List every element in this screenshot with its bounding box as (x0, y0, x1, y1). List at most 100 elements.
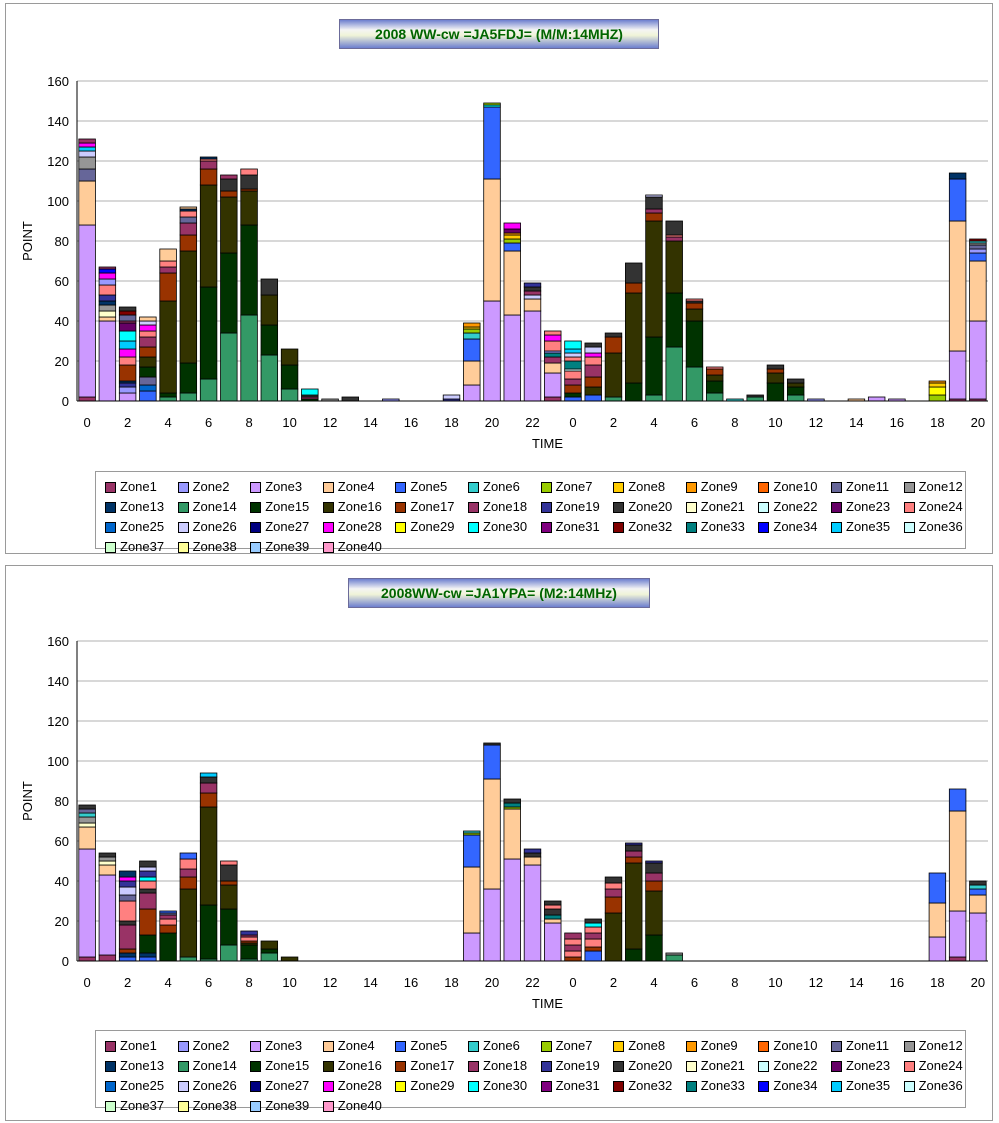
bar-segment-zone14 (645, 394, 663, 402)
bar-segment-zone26 (139, 320, 157, 326)
bar-segment-zone4 (463, 360, 481, 386)
x-tick-label: 16 (890, 415, 904, 430)
legend-swatch (105, 502, 116, 513)
bar-segment-zone17 (685, 302, 704, 310)
bar-segment-zone12 (665, 952, 683, 956)
bar-segment-zone16 (179, 250, 198, 364)
bar-segment-zone14 (220, 944, 238, 962)
x-tick-label: 12 (323, 975, 337, 990)
bar-segment-zone11 (118, 894, 137, 902)
legend-label: Zone25 (120, 1078, 165, 1093)
bar-segment-zone1 (98, 266, 117, 270)
x-tick-label: 10 (768, 415, 782, 430)
bar-segment-zone16 (584, 386, 602, 396)
legend-swatch (758, 1081, 770, 1092)
bar-segment-zone13 (199, 156, 218, 160)
legend-label: Zone27 (265, 1078, 310, 1093)
bar-segment-zone1 (199, 782, 218, 794)
y-tick-label: 40 (55, 874, 69, 889)
legend-label: Zone3 (265, 1038, 303, 1053)
legend-label: Zone20 (628, 1058, 673, 1073)
bar-segment-zone17 (220, 190, 238, 198)
x-tick-label: 6 (205, 415, 212, 430)
bar-segment-zone26 (78, 150, 96, 158)
bar-segment-zone14 (220, 332, 238, 402)
bar-segment-zone24 (240, 936, 258, 942)
bar-segment-zone3 (969, 912, 987, 962)
bar-segment-zone17 (625, 282, 643, 294)
bar-segment-zone6 (463, 830, 481, 834)
bar-segment-zone1 (544, 396, 562, 402)
bar-segment-zone15 (159, 932, 177, 962)
bar-segment-zone2 (118, 386, 137, 394)
bar-segment-zone4 (483, 778, 501, 890)
bar-segment-zone20 (645, 196, 663, 210)
bar-segment-zone11 (179, 216, 198, 224)
bar-segment-zone3 (463, 384, 481, 402)
bar-segment-zone1 (78, 138, 96, 144)
bar-segment-zone3 (928, 936, 947, 962)
bar-segment-zone6 (78, 812, 96, 818)
legend-label: Zone31 (555, 519, 600, 534)
bar-segment-zone16 (625, 292, 643, 384)
bar-segment-zone16 (604, 912, 623, 962)
legend-swatch (177, 542, 189, 553)
legend-label: Zone4 (337, 479, 375, 494)
bar-segment-zone24 (98, 284, 117, 296)
bar-segment-zone14 (260, 354, 279, 402)
bar-segment-zone14 (665, 954, 683, 962)
bar-segment-zone24 (240, 168, 258, 176)
bar-segment-zone3 (948, 350, 967, 400)
bar-segment-zone1 (948, 956, 967, 962)
bar-segment-zone3 (463, 932, 481, 962)
bar-segment-zone1 (665, 236, 683, 242)
bar-segment-zone24 (159, 918, 177, 926)
legend-label: Zone33 (700, 1078, 745, 1093)
bar-segment-zone17 (179, 876, 198, 890)
x-tick-label: 4 (650, 415, 657, 430)
bar-segment-zone5 (584, 394, 602, 402)
bar-segment-zone16 (220, 884, 238, 910)
bar-segment-zone4 (544, 362, 562, 374)
legend-label: Zone14 (192, 499, 237, 514)
legend-swatch (322, 1061, 334, 1072)
bar-segment-zone15 (139, 366, 157, 378)
legend-swatch (395, 502, 407, 513)
bar-segment-zone7 (463, 328, 481, 334)
bar-segment-zone17 (584, 376, 602, 388)
legend-swatch (105, 1061, 116, 1072)
legend-swatch (685, 522, 697, 533)
bar-segment-zone23 (118, 322, 137, 332)
bar-segment-zone20 (483, 742, 501, 746)
legend-swatch (903, 502, 915, 513)
bar-segment-zone3 (523, 310, 542, 402)
chart-panel-2: 2008WW-cw =JA1YPA= (M2:14MHz) 0 20 40 60 80 1… (5, 565, 993, 1121)
bar-segment-zone17 (564, 384, 582, 394)
bar-segment-zone15 (139, 934, 157, 954)
legend-swatch (685, 502, 697, 513)
y-tick-label: 160 (47, 634, 69, 649)
bar-segment-zone24 (544, 904, 562, 910)
bar-segment-zone5 (503, 242, 521, 252)
legend-label: Zone36 (918, 1078, 963, 1093)
bar-segment-zone17 (199, 792, 218, 808)
legend-swatch (613, 502, 625, 513)
bar-segment-zone11 (78, 808, 96, 814)
bar-segment-zone24 (118, 356, 137, 366)
legend-swatch (177, 502, 189, 513)
legend-swatch (250, 1041, 262, 1052)
legend-label: Zone19 (555, 1058, 600, 1073)
bar-segment-zone16 (199, 806, 218, 906)
legend-swatch (903, 522, 915, 533)
x-tick-label: 12 (809, 975, 823, 990)
bar-segment-zone15 (179, 362, 198, 394)
y-tick-label: 40 (55, 314, 69, 329)
bar-segment-zone20 (118, 306, 137, 312)
legend-label: Zone26 (192, 519, 237, 534)
legend-label: Zone12 (918, 479, 963, 494)
bar-segment-zone17 (625, 856, 643, 864)
bar-segment-zone17 (139, 346, 157, 358)
bar-segment-zone4 (159, 248, 177, 262)
bar-segment-zone24 (564, 950, 582, 958)
legend-swatch (613, 1081, 625, 1092)
